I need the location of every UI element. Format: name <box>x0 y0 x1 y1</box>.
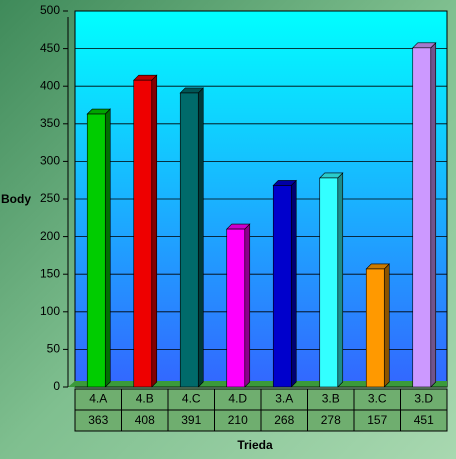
table-value: 157 <box>367 413 387 427</box>
floor <box>68 381 447 387</box>
table-value: 210 <box>228 413 248 427</box>
bar-side <box>104 108 111 388</box>
bar <box>319 177 339 388</box>
bar <box>133 79 153 388</box>
table-value: 363 <box>88 413 108 427</box>
x-axis-label: Trieda <box>237 438 273 452</box>
y-tick-label: 200 <box>40 229 60 243</box>
table-value: 391 <box>181 413 201 427</box>
data-table: 4.A 363 4.B 408 4.C 391 4.D 210 3.A 268 3.B 278 3.C 1… <box>74 388 448 432</box>
y-tick-label: 0 <box>53 379 60 393</box>
x-tick-label: 4.B <box>136 392 154 406</box>
x-tick-label: 3.D <box>414 392 433 406</box>
table-value: 451 <box>414 413 434 427</box>
bar <box>272 185 292 388</box>
y-tick-label: 250 <box>40 191 60 205</box>
table-value: 408 <box>135 413 155 427</box>
y-tick-label: 100 <box>40 304 60 318</box>
bar <box>412 47 432 388</box>
bar-side <box>290 179 297 388</box>
y-tick-label: 400 <box>40 78 60 92</box>
y-axis-label: Body <box>1 192 31 206</box>
y-tick-label: 300 <box>40 154 60 168</box>
x-tick-label: 3.B <box>322 392 340 406</box>
table-value: 268 <box>274 413 294 427</box>
y-tick-label: 450 <box>40 41 60 55</box>
bar <box>365 268 385 388</box>
y-tick-label: 350 <box>40 116 60 130</box>
bar <box>86 113 106 388</box>
bar-side <box>430 42 437 388</box>
x-tick-label: 3.C <box>368 392 387 406</box>
bar-side <box>337 172 344 388</box>
bar-side <box>383 263 390 388</box>
bar <box>226 228 246 388</box>
y-tick-label: 150 <box>40 266 60 280</box>
bar <box>179 92 199 388</box>
y-tick-label: 500 <box>40 3 60 17</box>
x-tick-label: 4.A <box>89 392 107 406</box>
y-tick-label: 50 <box>47 342 61 356</box>
x-tick-label: 3.A <box>275 392 293 406</box>
bar-side <box>151 74 158 388</box>
bar-side <box>197 87 204 388</box>
table-value: 278 <box>321 413 341 427</box>
bars <box>86 42 437 388</box>
x-tick-label: 4.D <box>228 392 247 406</box>
bar-side <box>244 223 251 388</box>
x-tick-label: 4.C <box>182 392 201 406</box>
